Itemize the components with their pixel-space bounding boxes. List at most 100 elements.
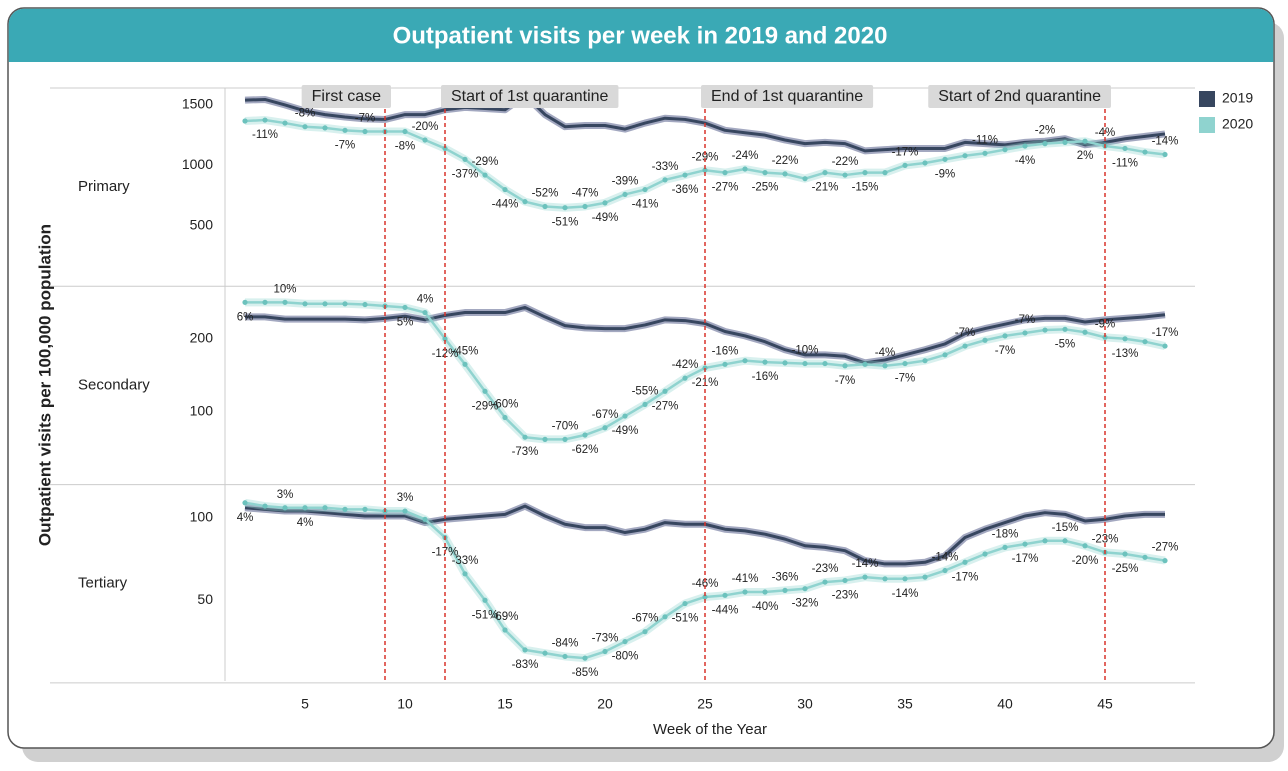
point xyxy=(802,176,808,182)
change-label: 4% xyxy=(297,517,314,529)
point xyxy=(922,574,928,580)
event-label: First case xyxy=(312,88,381,105)
event-label: Start of 2nd quarantine xyxy=(938,88,1101,105)
change-label: -12% xyxy=(432,348,459,360)
point xyxy=(742,166,748,172)
point xyxy=(842,577,848,584)
change-label: -9% xyxy=(935,168,955,180)
point xyxy=(922,160,928,166)
change-label: -11% xyxy=(972,134,998,146)
point xyxy=(822,170,828,176)
point xyxy=(342,506,348,512)
change-label: -80% xyxy=(612,651,639,663)
change-label: -4% xyxy=(875,347,895,359)
change-label: -60% xyxy=(492,399,519,411)
change-label: 10% xyxy=(273,283,296,295)
point xyxy=(682,375,688,381)
point xyxy=(1082,543,1088,549)
point xyxy=(1162,151,1168,158)
event-box xyxy=(701,85,874,108)
point xyxy=(622,191,628,198)
point xyxy=(1022,541,1028,547)
point xyxy=(1082,138,1088,144)
point xyxy=(1002,333,1008,339)
change-label: -44% xyxy=(712,604,739,616)
change-label: -22% xyxy=(772,155,799,167)
point xyxy=(682,600,688,607)
legend-label: 2020 xyxy=(1222,116,1253,132)
point xyxy=(982,150,988,156)
change-label: -17% xyxy=(952,571,979,583)
point xyxy=(502,186,508,193)
point xyxy=(1102,334,1108,340)
x-tick-label: 40 xyxy=(997,696,1013,712)
point xyxy=(342,301,348,307)
x-tick-label: 45 xyxy=(1097,696,1113,712)
change-label: -10% xyxy=(792,345,819,357)
point xyxy=(462,571,468,577)
point xyxy=(362,301,368,308)
change-label: -32% xyxy=(792,598,819,610)
change-label: -16% xyxy=(712,345,739,357)
change-label: -16% xyxy=(752,371,779,383)
point xyxy=(822,579,828,585)
point xyxy=(862,170,868,176)
point xyxy=(242,118,248,124)
point xyxy=(242,299,248,305)
y-axis-label: Outpatient visits per 100,000 population xyxy=(35,224,54,546)
change-label: -17% xyxy=(892,146,919,158)
change-label: 3% xyxy=(277,489,294,501)
point xyxy=(1002,147,1008,153)
point xyxy=(922,358,928,364)
point xyxy=(762,589,768,595)
change-label: -15% xyxy=(1052,522,1079,534)
change-label: -27% xyxy=(1152,542,1179,554)
point xyxy=(262,117,268,123)
x-tick-label: 5 xyxy=(301,696,309,712)
point xyxy=(442,145,448,152)
change-label: -36% xyxy=(772,571,799,583)
change-label: -40% xyxy=(752,601,779,613)
change-label: -51% xyxy=(672,613,699,625)
point xyxy=(602,200,608,206)
x-tick-label: 20 xyxy=(597,696,613,712)
change-label: -8% xyxy=(395,141,415,153)
change-label: -85% xyxy=(572,667,599,679)
y-tick-label: 1500 xyxy=(182,96,213,112)
point xyxy=(1042,538,1048,544)
change-label: -36% xyxy=(672,184,699,196)
change-label: -29% xyxy=(472,400,499,412)
point xyxy=(782,171,788,177)
point xyxy=(422,516,428,522)
point xyxy=(962,343,968,349)
point xyxy=(502,627,508,633)
point xyxy=(962,559,968,565)
point xyxy=(562,653,568,660)
change-label: -46% xyxy=(692,578,719,590)
change-label: -52% xyxy=(532,188,559,200)
change-label: -7% xyxy=(1015,314,1035,326)
change-label: -20% xyxy=(1072,555,1099,567)
series-line xyxy=(245,305,1166,365)
change-label: -7% xyxy=(995,345,1015,357)
point xyxy=(762,170,768,176)
y-tick-label: 1000 xyxy=(182,156,213,172)
point xyxy=(1162,343,1168,349)
point xyxy=(682,172,688,178)
change-label: -45% xyxy=(452,345,479,357)
point xyxy=(1002,544,1008,550)
change-label: -21% xyxy=(812,182,839,194)
change-label: -20% xyxy=(412,121,439,133)
point xyxy=(482,172,488,178)
change-label: -51% xyxy=(472,609,499,621)
point xyxy=(1142,339,1148,345)
change-label: -17% xyxy=(1152,327,1179,339)
point xyxy=(542,436,548,442)
point xyxy=(862,574,868,580)
change-label: -42% xyxy=(672,359,699,371)
change-label: -70% xyxy=(552,420,579,432)
point xyxy=(842,363,848,369)
point xyxy=(482,597,488,603)
point xyxy=(882,576,888,582)
